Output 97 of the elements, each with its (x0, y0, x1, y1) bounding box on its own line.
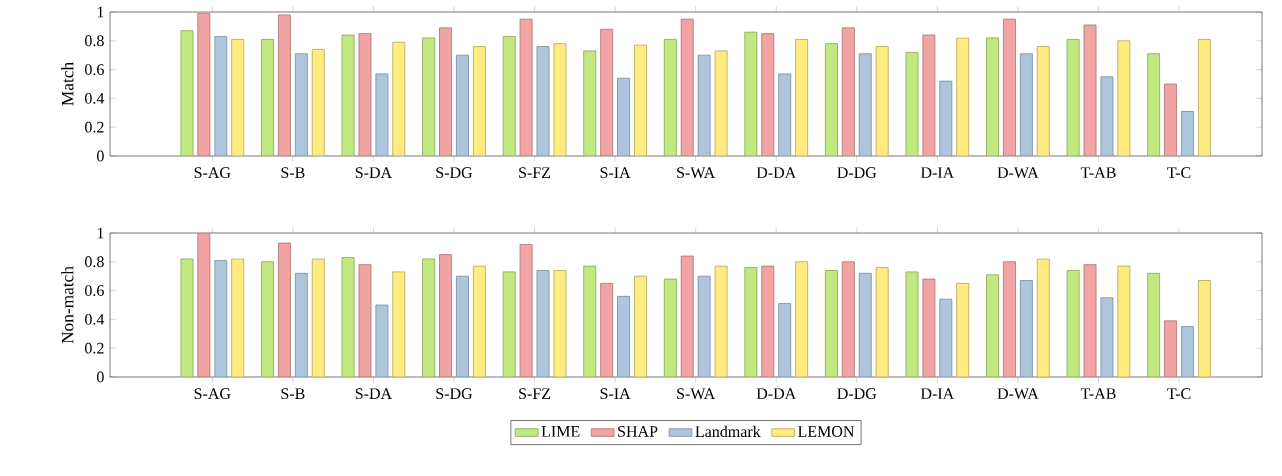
x-tick-label: S-FZ (519, 167, 551, 179)
y-axis-title: Match (61, 62, 74, 106)
y-tick-label: 0.8 (85, 256, 104, 268)
bar (600, 283, 614, 377)
x-tick-label: T-C (1167, 167, 1191, 179)
bar (214, 36, 228, 156)
x-tick-label: S-B (281, 167, 305, 179)
legend-label: LEMON (798, 426, 855, 437)
legend-label: SHAP (618, 426, 658, 437)
bar (875, 46, 889, 156)
x-tick-label: S-DA (355, 388, 392, 400)
bar (439, 254, 452, 377)
bar (824, 43, 838, 156)
bar (1003, 18, 1016, 156)
legend-label: LIME (541, 426, 580, 437)
bar (1117, 40, 1131, 156)
bar (986, 274, 999, 377)
bar (858, 53, 872, 156)
bar (1036, 46, 1050, 156)
bar (197, 233, 211, 377)
y-tick-label: 0.6 (85, 285, 104, 297)
bar (744, 267, 758, 377)
bar (392, 41, 406, 156)
bar (197, 13, 211, 156)
x-tick-label: S-DA (355, 167, 392, 179)
y-tick-label: 0 (97, 371, 104, 383)
bar (1019, 53, 1033, 156)
bar (1019, 280, 1033, 377)
bar (261, 261, 274, 377)
bar (519, 244, 533, 377)
x-tick-label: D-DG (837, 167, 877, 179)
x-tick-label: T-AB (1080, 388, 1116, 399)
bar (680, 255, 694, 377)
bar (261, 38, 274, 156)
y-tick-label: 0.4 (85, 313, 105, 325)
y-tick-label: 0.6 (85, 64, 104, 76)
y-tick-label: 0.2 (85, 121, 104, 133)
bar (761, 265, 775, 377)
y-tick-label: 0.4 (85, 92, 105, 104)
bar (311, 49, 325, 156)
bar (600, 28, 614, 156)
bar (922, 278, 936, 377)
bar (1147, 272, 1161, 377)
bar (795, 38, 809, 156)
bar (1164, 320, 1178, 377)
x-tick-label: D-DG (837, 388, 877, 400)
x-tick-label: S-B (281, 388, 305, 400)
bar (294, 272, 308, 377)
bar (294, 53, 308, 156)
bar (358, 264, 372, 377)
x-tick-label: D-IA (920, 167, 955, 178)
bar (1083, 264, 1097, 377)
bar (858, 272, 872, 377)
x-tick-label: D-WA (997, 388, 1039, 400)
y-tick-label: 0.2 (85, 342, 104, 354)
bar (1197, 280, 1211, 377)
bar (761, 33, 775, 156)
bar (1147, 53, 1161, 156)
bar (824, 270, 838, 377)
y-tick-label: 1 (97, 227, 104, 239)
bar (663, 38, 677, 156)
x-tick-label: T-AB (1080, 167, 1116, 178)
x-tick-label: D-DA (756, 388, 797, 399)
bar (744, 31, 758, 156)
bar (277, 242, 291, 377)
x-tick-label: T-C (1167, 388, 1191, 400)
bar (841, 27, 855, 156)
bar (214, 259, 228, 377)
bar (502, 36, 516, 156)
bar (841, 261, 855, 377)
y-tick-label: 0.8 (85, 35, 104, 47)
bar (795, 261, 809, 377)
x-tick-label: S-IA (600, 388, 631, 400)
x-tick-label: D-DA (756, 167, 797, 178)
bar (472, 46, 486, 156)
bar (231, 38, 245, 156)
bar (1197, 38, 1211, 156)
y-tick-label: 1 (97, 6, 104, 18)
bar (439, 27, 452, 156)
bar (1003, 261, 1016, 377)
x-tick-label: S-DG (436, 167, 473, 179)
x-tick-label: S-DG (436, 388, 473, 400)
y-axis-title: Non-match (61, 266, 74, 344)
y-tick-label: 0 (97, 150, 104, 162)
bar (680, 18, 694, 156)
x-tick-label: S-AG (194, 167, 231, 179)
x-tick-label: D-WA (997, 167, 1039, 179)
bar (277, 14, 291, 156)
x-tick-label: S-AG (194, 388, 231, 400)
x-tick-label: S-IA (600, 167, 631, 179)
legend-label: Landmark (695, 425, 761, 438)
x-tick-label: S-WA (677, 388, 716, 400)
x-tick-label: D-IA (920, 388, 955, 399)
bar (875, 267, 889, 377)
bar (922, 34, 936, 156)
x-tick-label: S-FZ (519, 388, 551, 400)
x-tick-label: S-WA (677, 167, 716, 179)
